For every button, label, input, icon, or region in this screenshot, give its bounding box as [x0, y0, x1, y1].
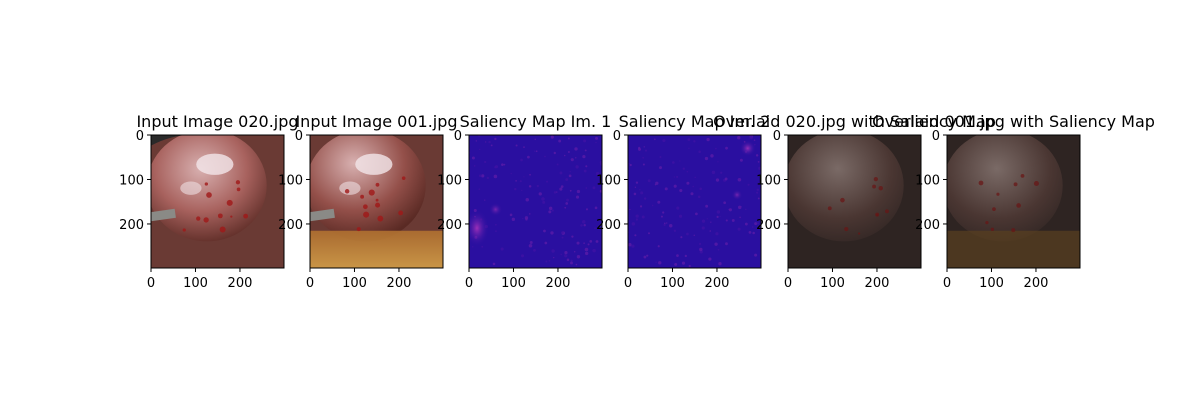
y-tick-label: 200 — [437, 218, 462, 233]
y-tick-label: 100 — [437, 173, 462, 188]
x-tick-label: 200 — [546, 276, 571, 291]
image-content — [943, 130, 1080, 271]
y-tick-label: 200 — [596, 218, 621, 233]
panel-title: Saliency Map Im. 1 — [460, 112, 612, 131]
y-tick-label: 0 — [932, 129, 940, 144]
y-tick-label: 0 — [295, 129, 303, 144]
image-content — [146, 130, 284, 268]
y-tick-label: 100 — [915, 173, 940, 188]
y-tick-label: 0 — [613, 129, 621, 144]
x-tick-label: 100 — [660, 276, 685, 291]
x-tick-label: 200 — [865, 276, 890, 291]
x-tick-label: 0 — [306, 276, 314, 291]
image-content — [784, 130, 921, 268]
x-tick-label: 100 — [979, 276, 1004, 291]
panel-title: Input Image 001.jpg — [295, 112, 457, 131]
panel-title: Overlaid 001.jpg with Saliency Map — [872, 112, 1155, 131]
image-content — [465, 134, 603, 268]
x-tick-label: 200 — [1024, 276, 1049, 291]
y-tick-label: 0 — [454, 129, 462, 144]
x-tick-label: 200 — [387, 276, 412, 291]
x-tick-label: 0 — [943, 276, 951, 291]
x-tick-label: 100 — [501, 276, 526, 291]
y-tick-label: 100 — [756, 173, 781, 188]
y-tick-label: 200 — [756, 218, 781, 233]
x-tick-label: 100 — [820, 276, 845, 291]
y-tick-label: 100 — [596, 173, 621, 188]
image-content — [627, 135, 761, 268]
y-tick-label: 0 — [136, 129, 144, 144]
y-tick-label: 200 — [915, 218, 940, 233]
y-tick-label: 200 — [119, 218, 144, 233]
y-tick-label: 200 — [278, 218, 303, 233]
x-tick-label: 200 — [228, 276, 253, 291]
x-tick-label: 0 — [784, 276, 792, 291]
x-tick-label: 0 — [624, 276, 632, 291]
panel-title: Input Image 020.jpg — [136, 112, 298, 131]
image-content — [305, 130, 443, 271]
x-tick-label: 100 — [342, 276, 367, 291]
y-tick-label: 100 — [119, 173, 144, 188]
x-tick-label: 0 — [465, 276, 473, 291]
x-tick-label: 0 — [147, 276, 155, 291]
y-tick-label: 100 — [278, 173, 303, 188]
y-tick-label: 0 — [773, 129, 781, 144]
x-tick-label: 200 — [705, 276, 730, 291]
x-tick-label: 100 — [183, 276, 208, 291]
